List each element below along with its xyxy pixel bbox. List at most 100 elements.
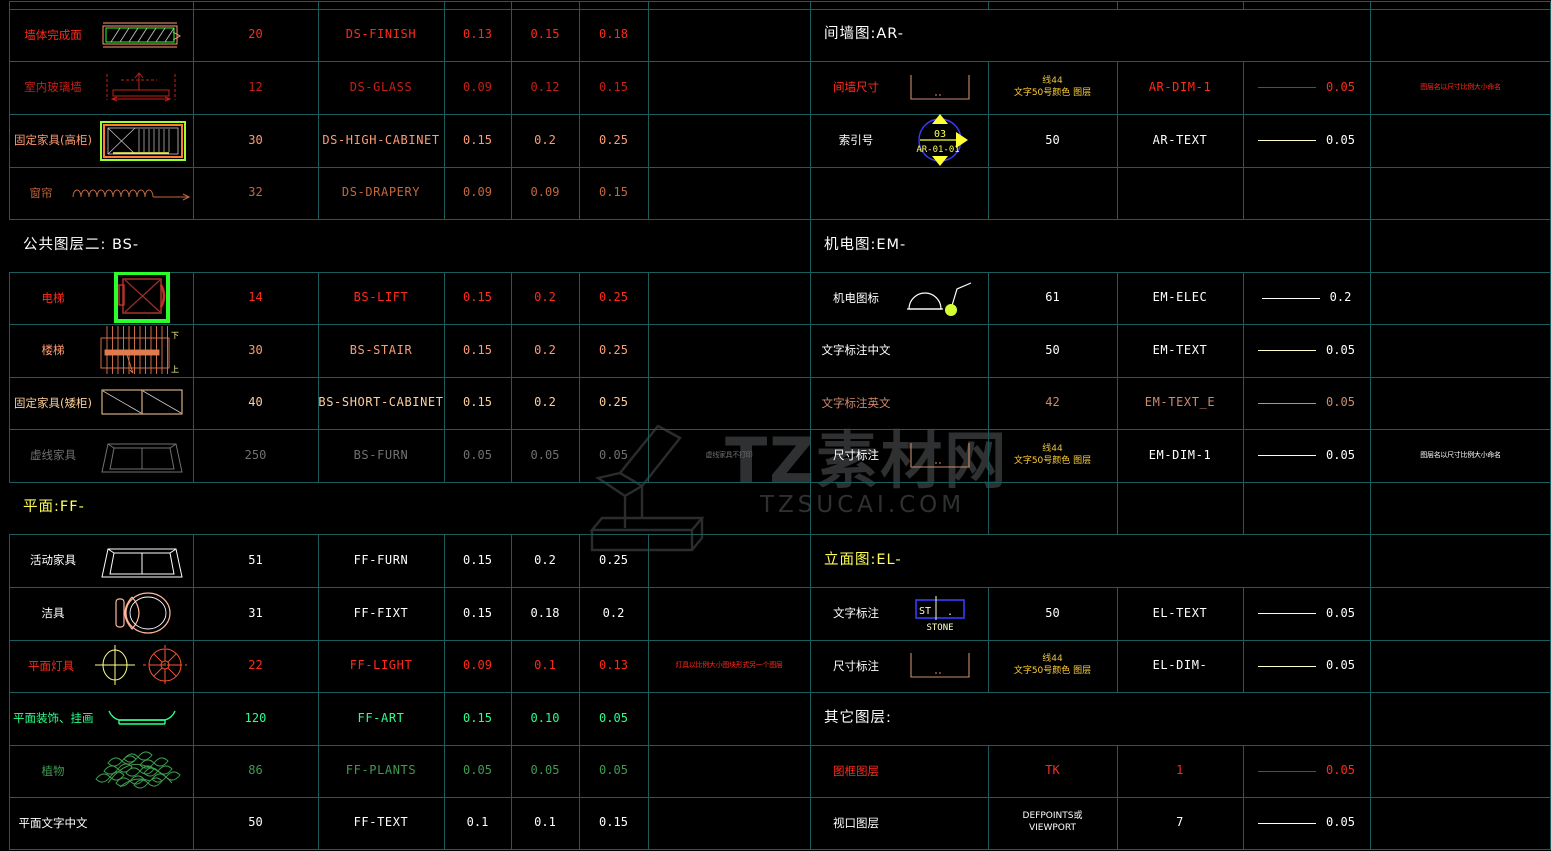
lineweight-3-cell: 0.15	[579, 167, 648, 219]
layer-name-cell: 文字标注 ST . STONE	[810, 587, 988, 640]
remark-cell	[648, 114, 810, 167]
lineweight-sample: 0.05	[1258, 133, 1355, 147]
grid-vline	[318, 9, 319, 61]
layer-code-cell: DS-FINISH	[318, 9, 444, 61]
grid-vline	[193, 587, 194, 640]
grid-vline	[810, 1, 811, 9]
grid-hline	[9, 745, 1551, 746]
dimension-bracket-icon	[894, 651, 988, 681]
grid-hline	[9, 797, 1551, 798]
dimension-bracket-icon	[894, 441, 988, 471]
cell-text: EM-ELEC	[1152, 290, 1208, 305]
lineweight-1-cell: 0.15	[444, 114, 511, 167]
grid-vline	[1117, 272, 1118, 324]
grid-vline	[318, 61, 319, 114]
grid-vline	[810, 61, 811, 114]
layer-code-cell: DS-GLASS	[318, 61, 444, 114]
remark-cell	[648, 324, 810, 377]
grid-hline	[9, 377, 1551, 378]
cell-text: DS-FINISH	[345, 27, 417, 42]
grid-vline	[579, 1, 580, 9]
layer-name-text: 电梯	[41, 290, 65, 305]
layer-code-cell: EM-DIM-1	[1117, 429, 1243, 482]
grid-vline	[810, 745, 811, 797]
stair-icon: 下上	[93, 324, 193, 377]
cell-text: 图层名以尺寸比例大小命名	[1420, 82, 1501, 91]
grid-vline	[1117, 61, 1118, 114]
grid-vline	[444, 692, 445, 745]
cell-text: 0.13	[599, 658, 628, 673]
svg-text:下: 下	[171, 331, 179, 340]
lighting-icon	[89, 643, 193, 689]
line-sample-icon	[1258, 613, 1317, 614]
remark-cell	[648, 377, 810, 429]
grid-vline	[444, 9, 445, 61]
lineweight-2-cell: 0.2	[511, 377, 579, 429]
layer-name-cell: 尺寸标注	[810, 640, 988, 692]
remark-cell	[648, 797, 810, 849]
grid-vline	[988, 377, 989, 429]
layer-code-cell: EM-TEXT_E	[1117, 377, 1243, 429]
layer-color-number-cell: 31	[193, 587, 318, 640]
cell-text: 0.05	[530, 763, 560, 778]
cell-text: BS-SHORT-CABINET	[318, 395, 444, 410]
layer-color-number-cell: 50	[988, 324, 1117, 377]
lineweight-2-cell: 0.2	[511, 272, 579, 324]
line-sample-icon	[1258, 402, 1317, 404]
grid-vline	[1370, 324, 1371, 377]
layer-name-text: 图框图层	[833, 763, 879, 778]
cell-text: FF-PLANTS	[345, 763, 417, 778]
grid-vline	[1370, 1, 1371, 9]
svg-text:上: 上	[171, 365, 179, 374]
cell-text: 0.15	[463, 395, 492, 410]
cell-text: 0.05	[1326, 447, 1355, 462]
lineweight-sample-cell: 0.05	[1243, 587, 1370, 640]
line-sample-icon	[1258, 350, 1317, 351]
grid-vline	[648, 429, 649, 482]
lineweight-sample-cell: 0.05	[1243, 377, 1370, 429]
grid-vline	[988, 640, 989, 692]
layer-code-cell: FF-TEXT	[318, 797, 444, 849]
cell-text: 0.05	[1326, 815, 1355, 830]
right-section-header: 间墙图:AR-	[810, 9, 1370, 61]
layer-name-cell: 活动家具	[9, 534, 193, 587]
grid-vline	[579, 640, 580, 692]
layer-name-text: 文字标注英文	[821, 395, 891, 410]
grid-vline	[1243, 482, 1244, 534]
grid-vline	[1370, 167, 1371, 219]
layer-color-number-cell: 线44 文字50号颜色 图层	[988, 429, 1117, 482]
layer-code-cell: EL-TEXT	[1117, 587, 1243, 640]
layer-color-number-cell: TK	[988, 745, 1117, 797]
grid-vline	[1243, 587, 1244, 640]
remark-cell	[648, 61, 810, 114]
layer-name-text: 固定家具(高柜)	[14, 133, 92, 148]
lineweight-3-cell: 0.15	[579, 61, 648, 114]
lineweight-3-cell: 0.25	[579, 324, 648, 377]
layer-name-text: 文字标注中文	[821, 343, 891, 358]
grid-vline	[9, 640, 10, 692]
grid-vline	[810, 692, 811, 745]
grid-vline	[1117, 587, 1118, 640]
grid-vline	[193, 534, 194, 587]
lineweight-sample-cell: 0.2	[1243, 272, 1370, 324]
cell-text: 40	[248, 395, 263, 410]
cell-text: 公共图层二: BS-	[23, 236, 140, 253]
lineweight-1-cell: 0.09	[444, 640, 511, 692]
grid-vline	[1117, 482, 1118, 534]
cell-text: 0.05	[1326, 658, 1355, 673]
grid-vline	[193, 114, 194, 167]
grid-vline	[444, 797, 445, 849]
grid-vline	[1117, 114, 1118, 167]
cell-text: 14	[248, 290, 263, 305]
grid-vline	[444, 1, 445, 9]
cell-text: 线44	[1042, 75, 1063, 86]
layer-name-cell: 平面灯具	[9, 640, 193, 692]
cell-text: 0.05	[1326, 342, 1355, 357]
grid-vline	[988, 324, 989, 377]
glass-wall-icon	[93, 68, 193, 108]
remark-cell	[648, 272, 810, 324]
grid-vline	[988, 272, 989, 324]
remark-cell	[648, 587, 810, 640]
grid-hline	[9, 272, 1551, 273]
